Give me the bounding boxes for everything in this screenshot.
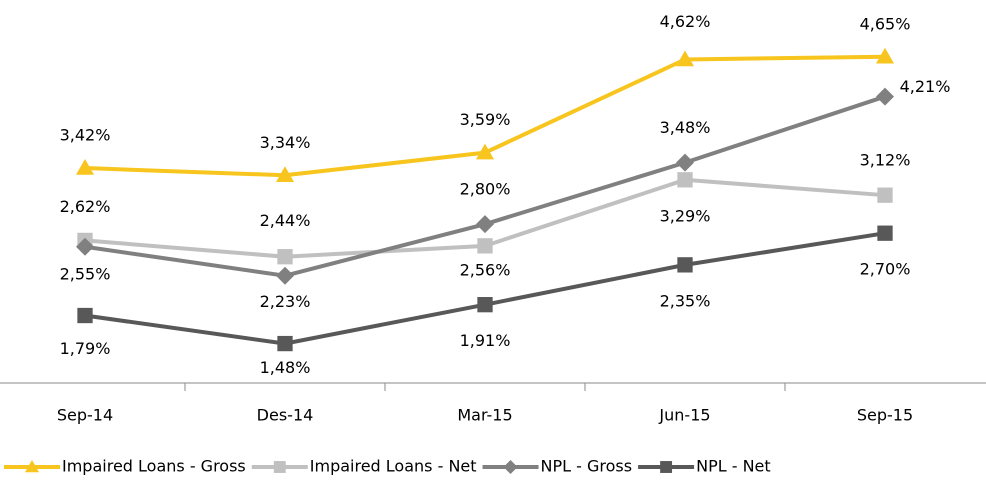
- marker: [677, 172, 693, 188]
- legend-label: Impaired Loans - Net: [310, 457, 477, 476]
- x-tick-label: Jun-15: [658, 406, 710, 425]
- marker: [25, 460, 39, 473]
- marker: [676, 50, 694, 67]
- data-label: 2,55%: [60, 264, 111, 283]
- x-tick-label: Mar-15: [457, 406, 512, 425]
- marker: [276, 166, 294, 183]
- marker: [277, 249, 293, 265]
- data-label: 2,62%: [60, 197, 111, 216]
- marker: [660, 461, 673, 473]
- marker: [477, 238, 493, 254]
- data-label: 3,59%: [460, 110, 511, 129]
- data-label: 3,29%: [660, 206, 711, 225]
- x-tick-label: Sep-15: [857, 406, 913, 425]
- data-label: 2,23%: [260, 292, 311, 311]
- marker: [277, 335, 293, 352]
- data-label: 1,79%: [60, 339, 111, 358]
- data-label: 4,21%: [900, 77, 951, 96]
- legend: Impaired Loans - Gross Impaired Loans - N…: [4, 457, 771, 476]
- marker: [877, 187, 893, 203]
- data-label: 4,65%: [860, 14, 911, 33]
- marker: [477, 297, 493, 313]
- marker: [77, 307, 93, 324]
- marker: [476, 215, 494, 234]
- data-label: 2,70%: [860, 260, 911, 279]
- data-label: 1,48%: [260, 358, 311, 377]
- data-label: 3,48%: [660, 118, 711, 137]
- marker: [876, 47, 894, 64]
- x-tick-label: Des-14: [257, 406, 314, 425]
- data-label: 2,80%: [460, 180, 511, 199]
- marker: [503, 460, 518, 474]
- marker: [677, 257, 693, 273]
- data-label: 4,62%: [660, 12, 711, 31]
- data-label: 2,35%: [660, 291, 711, 310]
- data-label: 3,34%: [260, 133, 311, 152]
- marker: [676, 153, 694, 172]
- data-label: 3,12%: [860, 151, 911, 170]
- marker: [76, 237, 94, 256]
- legend-label: NPL - Net: [696, 457, 771, 476]
- legend-label: NPL - Gross: [541, 457, 633, 476]
- legend-label: Impaired Loans - Gross: [62, 457, 246, 476]
- marker: [273, 461, 286, 473]
- marker: [276, 266, 294, 285]
- x-tick-label: Sep-14: [57, 406, 113, 425]
- marker: [476, 143, 494, 160]
- data-label: 1,91%: [460, 331, 511, 350]
- data-label: 2,44%: [260, 211, 311, 230]
- data-label: 2,56%: [460, 260, 511, 279]
- marker: [876, 87, 894, 106]
- marker: [877, 225, 893, 241]
- marker: [76, 159, 94, 175]
- data-label: 3,42%: [60, 126, 111, 145]
